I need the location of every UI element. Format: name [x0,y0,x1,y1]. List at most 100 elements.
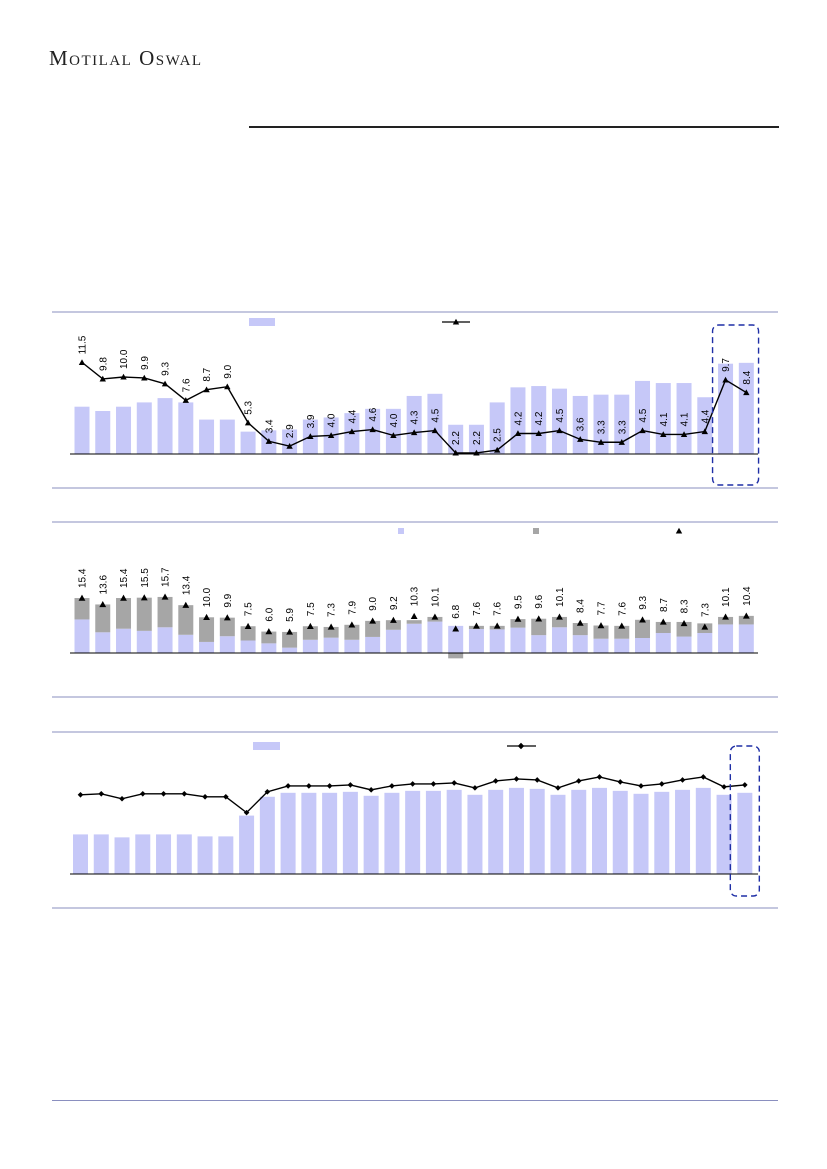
chart-1-point [390,432,397,438]
chart-2-bar-stack [178,605,194,635]
chart-2-bar-primary [136,630,152,653]
chart-1-bar [427,393,443,454]
chart-2-bar-stack [385,620,401,630]
chart-1-point [722,376,729,383]
chart-2-point [618,622,626,629]
chart-2-bar-stack [261,631,277,644]
chart-3-bar [197,836,213,874]
chart-1-point [161,380,169,387]
chart-2: 15.4 13.6 15.4 15.5 15.7 13.4 10.0 9.9 7.5 6.0 5.9… [52,521,778,698]
chart-1-data-label: 9.8 [98,357,109,371]
chart-1-bar [551,388,567,454]
chart-1-bar [136,402,152,454]
chart-2-bar-primary [199,641,215,653]
chart-2-bar-stack [676,621,692,637]
chart-2-data-label: 8.3 [680,599,691,613]
chart-2-point [369,617,377,624]
chart-2-bar-stack [116,598,132,629]
chart-2-bar-primary [282,647,298,653]
chart-2-data-label: 7.3 [327,603,338,617]
chart-1-data-label: 2.9 [285,424,296,438]
chart-2-bar-stack [136,597,152,631]
chart-2-point [473,622,480,629]
chart-1-point [514,430,522,437]
chart-1-bar [385,408,401,454]
chart-1-bar [718,363,734,454]
chart-3-bar [508,787,524,874]
chart-3-bar [695,787,711,874]
chart-1-data-label: 3.3 [617,420,628,434]
chart-1-bar [178,402,194,454]
chart-1-point [577,436,584,442]
chart-3-bar [218,836,234,874]
chart-2-bar-primary [676,636,692,653]
chart-2-bar-primary [655,633,671,653]
chart-2-point [327,623,335,630]
chart-2-point [535,615,543,622]
chart-2-bar-primary [74,619,90,653]
chart-2-bar-stack [655,621,671,634]
chart-2-bar-stack [219,617,235,637]
chart-1-data-label: 4.1 [659,412,670,426]
chart-1-point [203,386,210,393]
chart-1-data-label: 4.5 [638,408,649,422]
chart-2-point [306,622,314,629]
chart-1-bar [448,424,464,454]
chart-1-bar [406,395,422,454]
chart-1-point [120,373,127,380]
chart-1-point [701,428,708,435]
chart-2-bar-primary [302,639,318,653]
chart-2-point [203,613,210,621]
chart-2-bar-stack [282,631,298,648]
chart-3-point [139,791,146,797]
chart-1-bar [468,424,484,454]
chart-3-bar [301,792,317,874]
chart-1-bar [531,386,547,454]
chart-1-bar [282,429,298,454]
chart-2-point [701,623,709,630]
chart-3-bar [737,792,753,874]
chart-1-point [618,439,625,445]
chart-3-bar [467,794,483,874]
chart-1-point [99,375,106,382]
chart-3-point [285,783,291,789]
chart-3-point [700,774,707,780]
chart-3-bar [280,792,296,874]
chart-1-data-label: 9.9 [140,356,151,370]
chart-2-bar-primary [95,632,111,653]
chart-2-data-label: 7.6 [617,602,628,616]
chart-2-bar-primary [572,635,588,653]
chart-2-bar-stack [365,620,381,637]
chart-2-bar-primary [531,635,547,653]
chart-1-point [410,429,418,436]
chart-2-legend-bar-swatch [398,528,404,534]
chart-1-bar [219,419,235,454]
chart-1-point [680,431,688,438]
chart-2-data-label: 6.0 [264,607,275,621]
chart-3-bar [550,794,566,874]
chart-3-bar [176,834,192,874]
chart-3-bar [571,789,587,874]
chart-2-point [556,613,563,620]
chart-3-highlight-box [729,745,761,897]
chart-2-data-label: 9.9 [223,593,234,607]
chart-2-data-label: 15.7 [161,567,172,587]
chart-3-point [160,791,167,797]
chart-1-data-label: 2.2 [451,431,462,445]
chart-2-point [161,593,169,600]
chart-3 [52,731,778,909]
chart-1-data-label: 4.2 [534,411,545,425]
chart-1-point [639,427,646,434]
chart-1-bar [489,402,505,454]
chart-1-bar [157,398,173,454]
chart-2-bar-primary [427,621,443,653]
chart-1-point [265,438,273,444]
chart-2-data-label: 7.6 [472,602,483,616]
chart-2-point [223,614,231,621]
chart-1-data-label: 4.2 [513,411,524,425]
chart-1-point [473,449,480,456]
chart-2-point [452,625,460,632]
chart-1-point [660,431,667,438]
chart-3-point [202,793,208,800]
chart-2-point [78,594,86,601]
